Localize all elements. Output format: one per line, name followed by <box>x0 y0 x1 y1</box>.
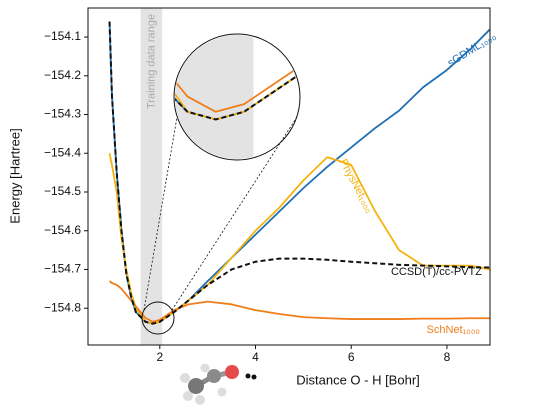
y-tick-label: −154.3 <box>44 107 81 121</box>
series-label: PhysNet₁₀₀₀ <box>337 157 375 215</box>
series-line <box>108 21 490 325</box>
x-tick-label: 4 <box>252 350 259 364</box>
series-label: CCSD(T)/cc-PVTZ <box>391 266 482 278</box>
zoom-source-circle <box>141 301 175 335</box>
series-label: SchNet₁₀₀₀ <box>427 324 480 336</box>
zoom-connector <box>143 116 178 311</box>
y-tick-label: −154.4 <box>44 145 81 159</box>
plot-background: Training data range <box>140 8 163 345</box>
y-tick-label: −154.6 <box>44 223 81 237</box>
training-range-band <box>140 8 163 345</box>
x-tick-label: 2 <box>156 350 163 364</box>
zoom-inset <box>173 33 301 161</box>
y-tick-label: −154.2 <box>44 68 81 82</box>
training-range-label: Training data range <box>145 14 157 109</box>
molecule-icon <box>180 363 257 405</box>
y-tick-label: −154.8 <box>44 300 81 314</box>
inset-border <box>173 33 301 161</box>
x-axis-label: Distance O - H [Bohr] <box>296 372 420 387</box>
x-tick-label: 6 <box>348 350 355 364</box>
plot-frame <box>87 7 491 346</box>
series-line <box>108 21 490 325</box>
y-tick-label: −154.5 <box>44 184 81 198</box>
y-tick-label: −154.1 <box>44 29 81 43</box>
plot-lines <box>108 21 490 325</box>
x-tick-label: 8 <box>444 350 451 364</box>
y-tick-label: −154.7 <box>44 262 81 276</box>
series-line <box>108 280 490 323</box>
y-axis-label: Energy [Hartree] <box>7 128 22 223</box>
